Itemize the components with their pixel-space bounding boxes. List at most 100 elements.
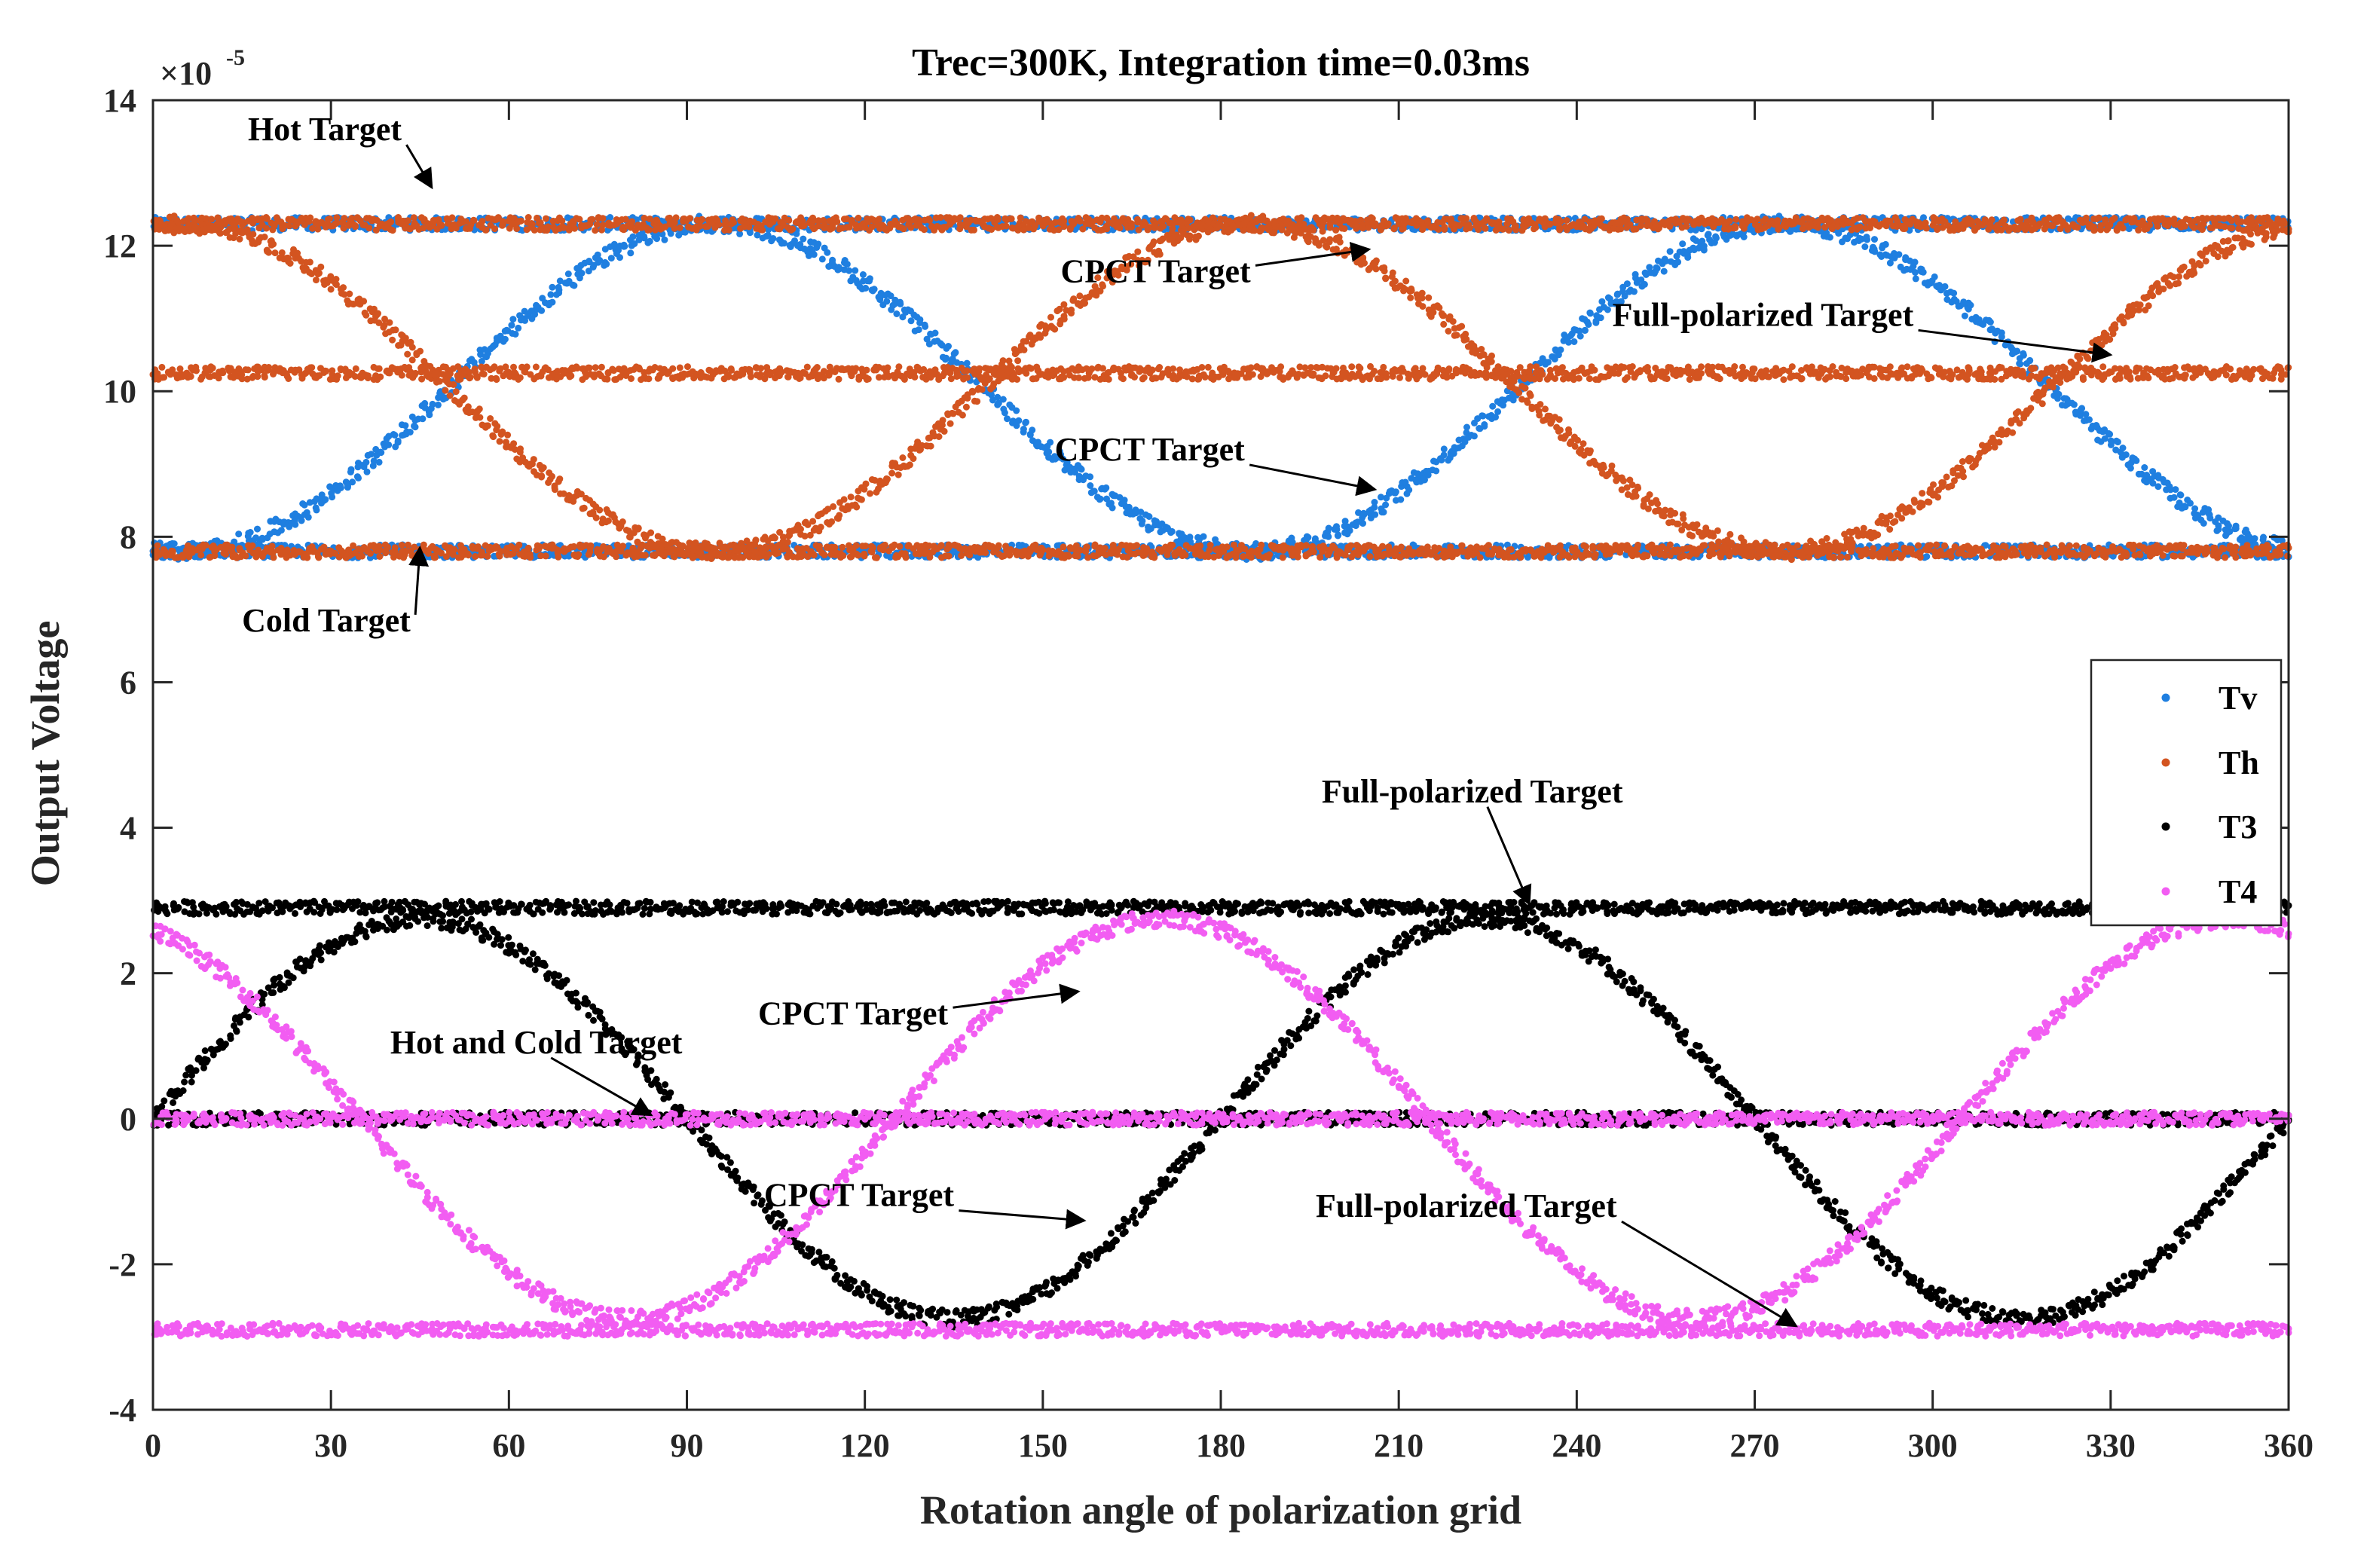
data-point	[564, 271, 572, 277]
data-point	[2105, 429, 2112, 437]
data-point	[1435, 226, 1442, 233]
data-point	[2014, 347, 2021, 355]
data-point	[1512, 222, 1519, 230]
data-point	[1919, 268, 1927, 276]
data-point	[404, 217, 411, 225]
data-point	[1475, 226, 1482, 234]
data-point	[1754, 215, 1761, 223]
data-point	[1818, 214, 1826, 222]
data-point	[512, 331, 519, 338]
data-point	[1489, 402, 1497, 410]
data-point	[1656, 225, 1662, 232]
data-point	[937, 214, 944, 222]
data-point	[1001, 409, 1008, 417]
data-point	[1352, 519, 1359, 527]
data-point	[394, 439, 402, 446]
data-point	[607, 214, 614, 221]
data-point	[513, 225, 521, 232]
data-point	[1029, 426, 1036, 434]
data-point	[1470, 432, 1478, 440]
data-point	[314, 225, 322, 233]
data-point	[1684, 254, 1692, 261]
data-point	[362, 458, 370, 466]
data-point	[1023, 418, 1029, 426]
data-point	[646, 226, 653, 234]
data-point	[1732, 225, 1739, 231]
data-point	[571, 225, 578, 232]
data-point	[1076, 218, 1084, 225]
data-point	[1557, 218, 1564, 225]
data-point	[603, 260, 610, 267]
data-point	[521, 316, 529, 324]
data-point	[687, 215, 694, 222]
data-point	[1598, 298, 1606, 305]
data-point	[508, 322, 515, 329]
data-point	[1335, 531, 1342, 539]
data-point	[569, 281, 576, 289]
data-point	[1623, 280, 1631, 288]
data-point	[1402, 478, 1409, 486]
data-point	[1592, 319, 1600, 326]
data-point	[1020, 426, 1027, 432]
data-point	[1544, 359, 1552, 366]
data-point	[2149, 468, 2157, 475]
data-point	[661, 236, 668, 243]
data-point	[322, 496, 329, 503]
data-point	[1440, 451, 1448, 459]
data-point	[1911, 258, 1919, 266]
data-point	[1588, 225, 1595, 232]
data-point	[833, 218, 841, 225]
data-point	[1177, 216, 1185, 224]
data-point	[363, 468, 371, 475]
data-point	[824, 249, 831, 256]
data-point	[1642, 215, 1650, 223]
data-point	[352, 223, 359, 231]
data-point	[402, 422, 409, 429]
data-point	[2225, 522, 2232, 530]
data-point	[920, 226, 928, 234]
data-point	[1986, 319, 1994, 326]
data-point	[1863, 234, 1870, 241]
data-point	[485, 350, 491, 357]
data-point	[1303, 536, 1310, 543]
data-point	[576, 215, 583, 223]
data-point	[1463, 215, 1470, 222]
data-point	[1160, 222, 1167, 230]
data-point	[866, 275, 873, 283]
data-point	[1481, 421, 1488, 428]
data-point	[1453, 222, 1460, 229]
data-point	[1740, 234, 1748, 240]
data-point	[1440, 445, 1448, 453]
data-point	[2026, 356, 2034, 364]
data-point	[1700, 245, 1708, 252]
data-point	[288, 215, 295, 223]
data-point	[1631, 288, 1638, 295]
data-point	[616, 254, 623, 261]
data-point	[1102, 484, 1110, 491]
data-point	[170, 540, 178, 548]
data-point	[1004, 415, 1011, 423]
data-point	[277, 527, 285, 534]
data-point	[286, 222, 293, 230]
data-point	[1482, 225, 1489, 232]
data-point	[1732, 215, 1740, 223]
data-point	[931, 329, 939, 337]
data-point	[337, 484, 344, 491]
data-point	[2141, 464, 2148, 471]
data-point	[1923, 553, 1931, 561]
data-point	[385, 441, 393, 448]
data-point	[263, 225, 270, 232]
data-point	[1334, 214, 1341, 222]
data-point	[2242, 526, 2249, 533]
data-point	[1116, 225, 1124, 232]
data-point	[470, 217, 478, 224]
data-point	[1372, 511, 1379, 518]
data-point	[2069, 399, 2075, 407]
data-point	[1895, 251, 1903, 258]
data-point	[1967, 301, 1974, 309]
data-point	[426, 411, 433, 419]
data-point	[1314, 216, 1321, 224]
data-point	[820, 217, 827, 224]
data-point	[304, 513, 312, 521]
